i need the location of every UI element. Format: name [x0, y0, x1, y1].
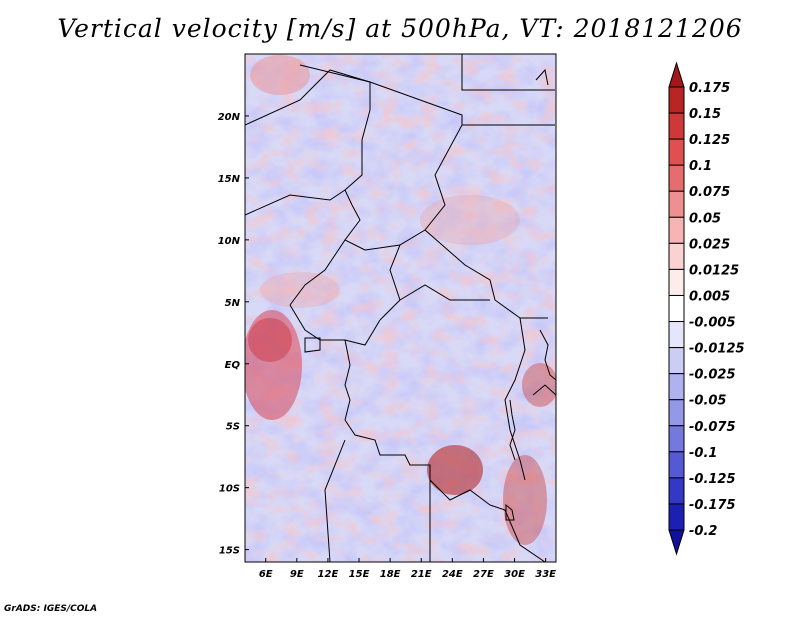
map-field — [245, 54, 556, 562]
colorbar-label: -0.175 — [689, 498, 736, 513]
lat-tick-label: 5N — [225, 298, 241, 309]
colorbar-box — [668, 190, 685, 218]
colorbar-label: -0.05 — [689, 394, 726, 409]
colorbar-label: 0.125 — [689, 133, 730, 148]
colorbar-label: -0.125 — [689, 472, 736, 487]
lon-axis: 6E 9E 12E 15E 18E 21E 24E 27E 30E 33E — [259, 558, 556, 580]
lat-tick-label: 15N — [218, 174, 241, 185]
colorbar-label: 0.05 — [689, 211, 721, 226]
lat-tick-label: EQ — [225, 360, 241, 371]
lon-tick-label: 9E — [290, 569, 304, 580]
colorbar-box — [668, 268, 685, 296]
colorbar-label: 0.175 — [689, 81, 730, 96]
colorbar-label: 0.0125 — [689, 263, 739, 278]
lat-tick-label: 15S — [219, 546, 240, 557]
colorbar-label: 0.005 — [689, 289, 730, 304]
lon-tick-label: 21E — [411, 569, 432, 580]
lon-tick-label: 27E — [473, 569, 494, 580]
colorbar-box — [668, 373, 685, 401]
lat-tick-label: 20N — [218, 112, 241, 123]
lat-tick-label: 5S — [226, 422, 240, 433]
colorbar: 0.175 0.15 0.125 0.1 0.075 0.05 0.025 0.0125 0.0… — [668, 61, 745, 556]
lat-tick-label: 10S — [219, 484, 240, 495]
colorbar-label: 0.025 — [689, 237, 730, 252]
colorbar-box — [668, 321, 685, 349]
grads-credit: GrADS: IGES/COLA — [4, 604, 98, 614]
colorbar-label: -0.005 — [689, 316, 736, 331]
lat-axis: 20N 15N 10N 5N EQ 5S 10S 15S — [218, 112, 249, 557]
colorbar-label: 0.075 — [689, 185, 730, 200]
colorbar-box — [668, 216, 685, 244]
lon-tick-label: 33E — [535, 569, 556, 580]
colorbar-label: -0.025 — [689, 368, 736, 383]
colorbar-box — [668, 164, 685, 192]
colorbar-label: -0.1 — [689, 446, 717, 461]
colorbar-box — [668, 503, 685, 531]
colorbar-label: -0.0125 — [689, 342, 745, 357]
colorbar-box — [668, 242, 685, 270]
lon-tick-label: 18E — [380, 569, 401, 580]
colorbar-box — [668, 347, 685, 375]
chart-title: Vertical velocity [m/s] at 500hPa, VT: 2… — [57, 14, 743, 43]
colorbar-label: -0.075 — [689, 420, 736, 435]
colorbar-box — [668, 451, 685, 479]
lon-tick-label: 30E — [504, 569, 525, 580]
colorbar-label: -0.2 — [689, 524, 717, 539]
colorbar-box — [668, 399, 685, 427]
lon-tick-label: 15E — [349, 569, 370, 580]
lon-tick-label: 6E — [259, 569, 273, 580]
colorbar-label: 0.15 — [689, 107, 721, 122]
colorbar-box — [668, 294, 685, 323]
lat-tick-label: 10N — [218, 236, 241, 247]
map-frame — [244, 53, 557, 563]
colorbar-bottom-arrow — [668, 529, 685, 556]
colorbar-box — [668, 86, 685, 114]
colorbar-box — [668, 477, 685, 505]
colorbar-label: 0.1 — [689, 159, 712, 174]
lon-tick-label: 24E — [442, 569, 463, 580]
colorbar-top-arrow — [668, 61, 685, 88]
country-borders — [245, 54, 556, 562]
colorbar-box — [668, 138, 685, 166]
lon-tick-label: 12E — [318, 569, 339, 580]
colorbar-box — [668, 425, 685, 453]
colorbar-box — [668, 112, 685, 140]
